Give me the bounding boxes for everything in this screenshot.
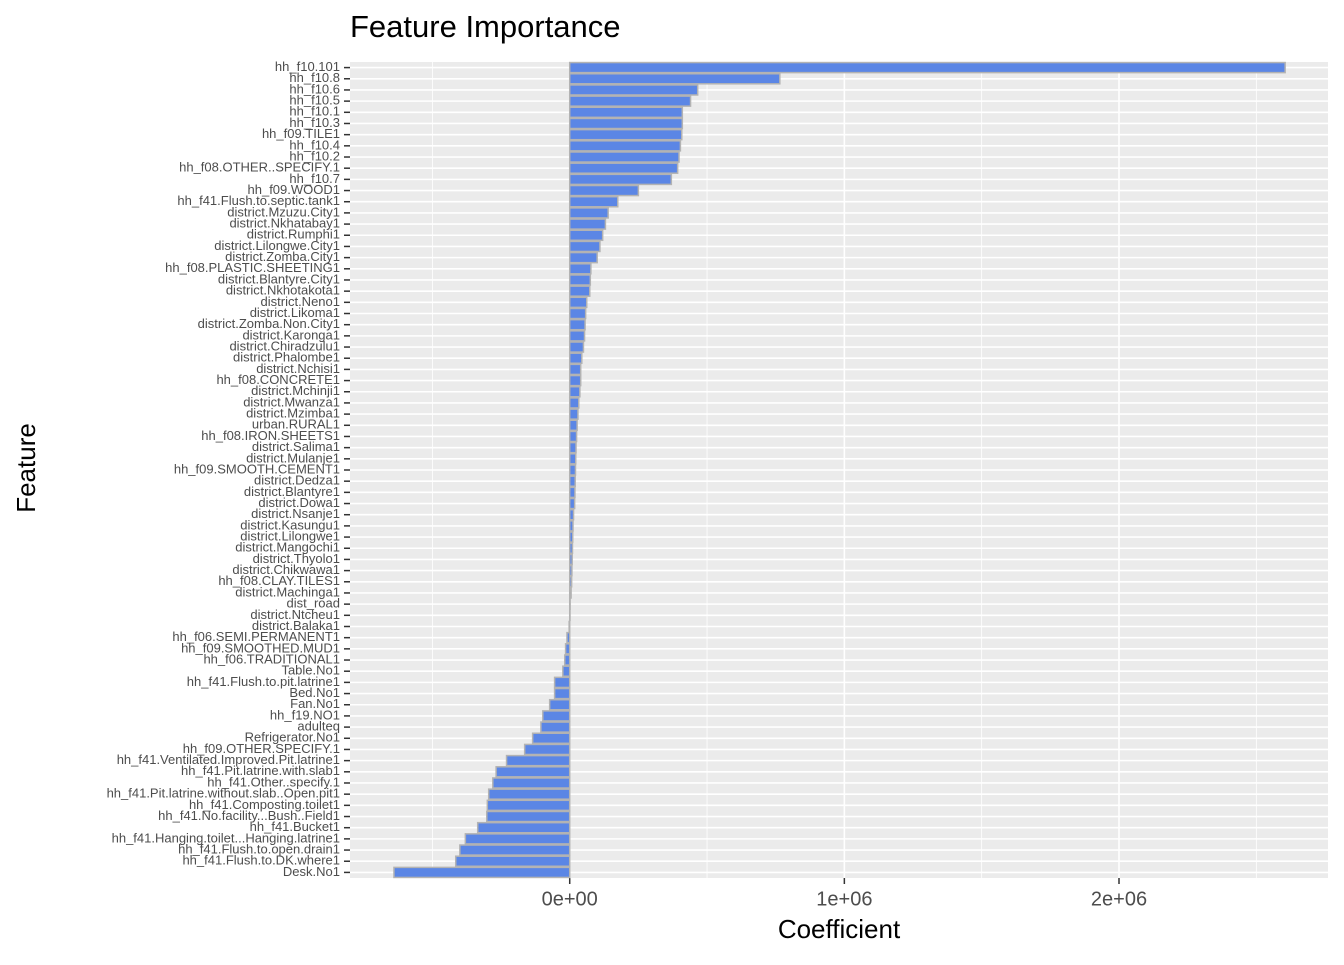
chart-title: Feature Importance xyxy=(350,9,621,44)
bar xyxy=(570,331,585,341)
bar xyxy=(570,443,576,453)
bar xyxy=(570,465,576,475)
bar xyxy=(496,767,570,777)
bar xyxy=(570,96,691,106)
bar xyxy=(555,677,570,687)
bar xyxy=(570,152,679,162)
bar xyxy=(570,487,575,497)
bar xyxy=(555,689,570,699)
bar xyxy=(533,733,570,743)
bar xyxy=(570,174,672,184)
bar xyxy=(570,74,780,84)
bar xyxy=(570,219,606,229)
bar xyxy=(570,130,682,140)
bar xyxy=(570,342,584,352)
x-tick-label: 1e+06 xyxy=(816,888,872,910)
bar xyxy=(570,197,618,207)
bar xyxy=(570,253,597,263)
bar xyxy=(550,700,570,710)
bar xyxy=(570,521,573,531)
bar xyxy=(570,63,1285,73)
bar xyxy=(570,264,591,274)
bar xyxy=(570,364,581,374)
x-tick-label: 0e+00 xyxy=(542,888,598,910)
bar xyxy=(570,376,581,386)
bar xyxy=(565,655,570,665)
bar xyxy=(394,867,570,877)
bar xyxy=(487,800,569,810)
y-axis-label: Feature xyxy=(11,423,41,513)
bar xyxy=(570,186,639,196)
bar xyxy=(569,621,570,631)
bar xyxy=(507,756,570,766)
bar xyxy=(465,834,569,844)
bar xyxy=(570,297,587,307)
bar xyxy=(456,856,570,866)
bar xyxy=(489,789,570,799)
bar xyxy=(570,532,573,542)
bar xyxy=(570,577,572,587)
bar xyxy=(570,85,698,95)
x-axis-label: Coefficient xyxy=(778,914,901,944)
bar xyxy=(570,588,571,598)
bar xyxy=(570,163,678,173)
bar xyxy=(563,666,570,676)
x-tick-label: 2e+06 xyxy=(1091,888,1147,910)
bar xyxy=(570,420,577,430)
bar xyxy=(525,744,570,754)
bar xyxy=(570,308,586,318)
bar xyxy=(570,398,579,408)
bar xyxy=(566,644,570,654)
bar xyxy=(570,241,600,251)
bar xyxy=(570,554,572,564)
bar xyxy=(570,141,681,151)
bar xyxy=(567,633,570,643)
bar xyxy=(570,275,591,285)
bar xyxy=(487,811,570,821)
bar xyxy=(570,118,683,128)
bar xyxy=(570,409,578,419)
bar xyxy=(570,543,573,553)
bar xyxy=(460,845,570,855)
bar xyxy=(493,778,570,788)
bar xyxy=(570,387,580,397)
y-tick-label: Desk.No1 xyxy=(283,864,340,879)
bar xyxy=(570,510,574,520)
bar xyxy=(570,431,577,441)
bar xyxy=(570,454,576,464)
bar xyxy=(570,353,582,363)
bar xyxy=(570,208,608,218)
bar xyxy=(478,823,570,833)
bar xyxy=(543,711,570,721)
bar xyxy=(570,499,575,509)
bar xyxy=(570,286,590,296)
bar xyxy=(570,230,603,240)
bar xyxy=(570,476,575,486)
bar xyxy=(570,107,683,117)
bar xyxy=(570,566,572,576)
bar xyxy=(570,320,585,330)
bar xyxy=(541,722,570,732)
